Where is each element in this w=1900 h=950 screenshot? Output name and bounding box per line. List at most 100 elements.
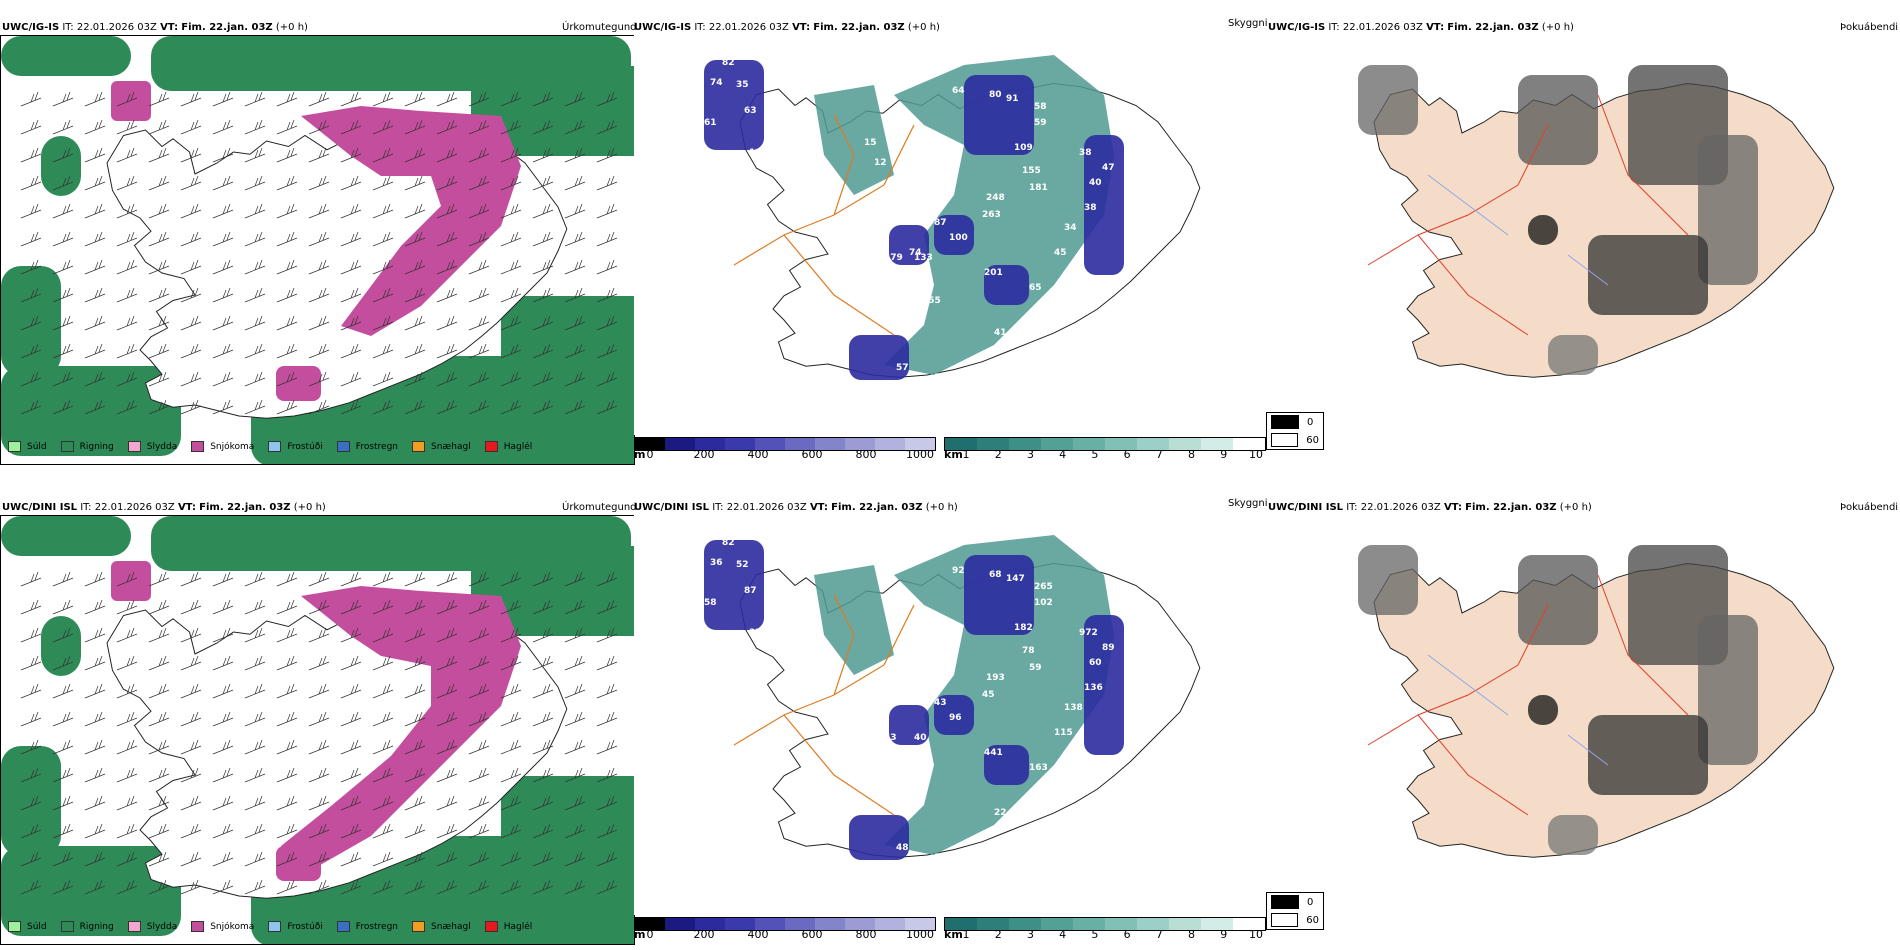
cloud-base-value: 182 [1014,623,1033,633]
legend-label: Haglél [503,921,533,932]
precip-type-legend: Súld Rigning Slydda Snjókoma Frostúði Frostre… [8,441,542,452]
precip-type-legend: Súld Rigning Slydda Snjókoma Frostúði Frostre… [8,921,542,932]
legend-swatch [412,441,426,452]
cloud-base-value: 78 [1022,646,1035,656]
cloud-panel-title: UWC/IG-IS IT: 22.01.2026 03Z VT: Fim. 22… [634,22,940,34]
cloud-base-value: 133 [914,253,933,263]
colorbar-tick: 400 [747,928,769,941]
legend-item: Slydda [127,441,177,452]
lead-time: (+0 h) [293,502,326,513]
legend-label: Snæhagl [431,921,471,932]
cloud-base-value: 163 [1029,763,1048,773]
cloud-panel-title: UWC/DINI ISL IT: 22.01.2026 03Z VT: Fim.… [634,502,958,514]
visibility-unit: km [944,448,963,461]
visibility-colorbar [944,917,1266,931]
fog-legend-swatch [1271,415,1299,429]
cloud-base-value: 100 [949,233,968,243]
legend-item: Snjókoma [191,921,254,932]
colorbar-segment [785,438,815,450]
cloud-base-value: 82 [722,58,735,68]
vt-label: VT: [792,22,811,33]
colorbar-segment [1009,918,1041,930]
legend-item: Frostregn [336,441,398,452]
cloud-base-value: 59 [1029,663,1042,673]
colorbar-tick: 600 [801,448,823,461]
lead-time: (+0 h) [275,22,308,33]
legend-item: Rigning [60,441,114,452]
legend-swatch [127,921,141,932]
colorbar-segment [845,438,875,450]
legend-swatch [191,921,205,932]
lead-time: (+0 h) [1541,22,1574,33]
cloud-base-value: 87 [934,218,947,228]
legend-label: Snjókoma [210,441,255,452]
legend-label: Slydda [146,921,178,932]
colorbar-segment [1169,438,1201,450]
colorbar-segment [665,438,695,450]
colorbar-segment [1009,438,1041,450]
cloud-base-value: 40 [1089,178,1102,188]
it-label: IT: [712,502,724,513]
cloud-base-value: 74 [909,248,922,258]
cloud-base-value: 102 [1034,598,1053,608]
colorbar-segment [815,438,845,450]
model-name: UWC/DINI ISL [634,502,710,513]
cloud-base-value: 68 [989,570,1002,580]
colorbar-segment [1137,918,1169,930]
model-name: UWC/IG-IS [634,22,692,33]
vt-value: Fim. 22.jan. 03Z [1447,22,1539,33]
cloud-base-value: 44 [939,673,952,683]
fog-legend-value: 60 [1306,914,1319,926]
colorbar-tick: 400 [747,448,769,461]
fog-panel-label: Þokuábendi [1840,22,1899,33]
cloud-base-value: 35 [736,80,749,90]
cloud-base-value: 36 [710,558,723,568]
colorbar-tick: 5 [1091,928,1099,941]
colorbar-tick: 2 [994,448,1002,461]
cloud-base-value: 263 [982,210,1001,220]
colorbar-segment [845,918,875,930]
cloud-base-value: 34 [1064,223,1077,233]
colorbar-tick: 8 [1188,928,1196,941]
legend-label: Frostúði [287,441,323,452]
cloud-base-value: 57 [896,363,909,373]
legend-item: Frostúði [268,441,323,452]
cloud-base-value: 48 [896,843,909,853]
fog-index-legend: 0 60 [1266,412,1324,450]
cloud-base-value: 65 [1029,283,1042,293]
precip-type-label: Úrkomutegund [562,502,637,513]
cloud-base-value: 61 [704,118,717,128]
cloud-base-value: 39 [879,753,892,763]
cloud-base-value: 53 [884,733,897,743]
colorbar-segment [905,438,935,450]
model-name: UWC/IG-IS [1268,22,1326,33]
colorbar-segment [1073,438,1105,450]
fog-legend-item: 60 [1267,431,1323,449]
cloud-base-value: 82 [722,538,735,548]
colorbar-tick: 10 [1249,928,1263,941]
colorbar-segment [695,918,725,930]
legend-label: Snjókoma [210,921,255,932]
colorbar-segment [1233,438,1265,450]
cloud-base-value: 63 [744,106,757,116]
it-label: IT: [62,22,74,33]
vt-value: Fim. 22.jan. 03Z [1465,502,1557,513]
cloud-base-value: 107 [906,178,925,188]
cloud-base-value: 64 [952,86,965,96]
cloud-base-value: 80 [989,90,1002,100]
colorbar-segment [1137,438,1169,450]
legend-swatch [336,441,350,452]
colorbar-segment [945,918,977,930]
cloud-base-value: 96 [949,713,962,723]
colorbar-segment [725,438,755,450]
cloud-base-value: 248 [986,193,1005,203]
cloud-base-value: 43 [934,698,947,708]
visibility-unit: km [944,928,963,941]
legend-swatch [60,441,74,452]
it-value: 22.01.2026 03Z [726,502,807,513]
cloud-base-value: 22 [994,808,1007,818]
legend-item: Snjókoma [191,441,254,452]
cloud-base-value: 74 [710,78,723,88]
cloud-base-value: 82 [764,600,777,610]
it-label: IT: [80,502,92,513]
